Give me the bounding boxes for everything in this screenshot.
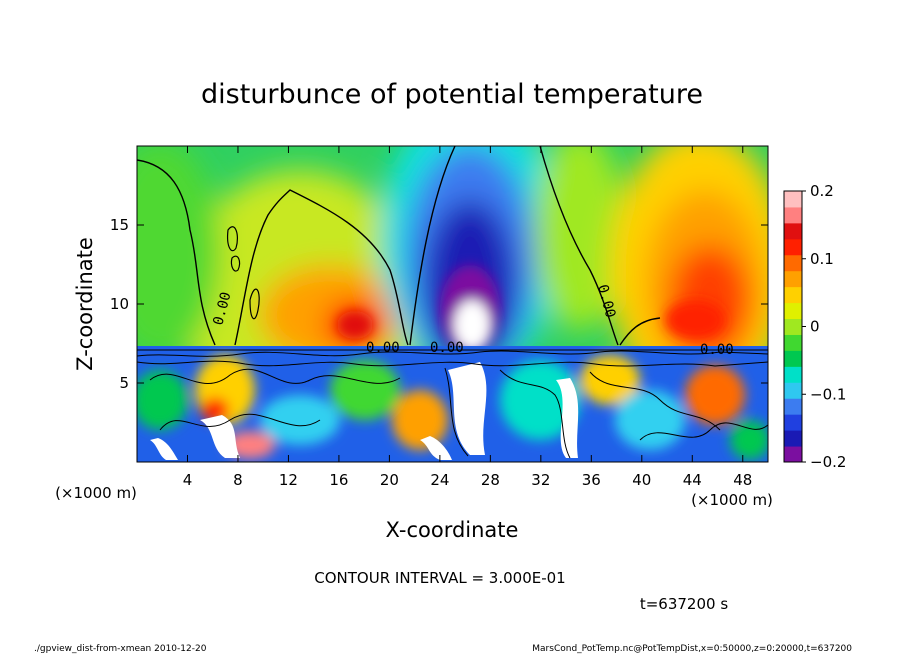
colorbar-tick-label: 0.2 <box>810 182 834 200</box>
core-anomalies <box>337 265 725 355</box>
colorbar-swatch <box>784 206 802 224</box>
contour-line <box>539 146 619 346</box>
x-units-left: (×1000 m) <box>55 484 137 502</box>
contour-label: 0.00 <box>430 340 464 356</box>
colorbar-swatch <box>784 286 802 304</box>
contour-line <box>619 317 661 346</box>
y-tick-label: 15 <box>110 216 129 234</box>
x-tick-label: 8 <box>233 471 243 489</box>
colorbar-tick-label: −0.2 <box>810 453 846 471</box>
x-tick-label: 48 <box>733 471 752 489</box>
x-axis-label: X-coordinate <box>386 518 519 542</box>
colorbar-swatch <box>784 222 802 240</box>
colorbar-swatch <box>784 414 802 431</box>
colorbar-swatch <box>784 398 802 415</box>
contour-label: 0.00 <box>366 340 400 356</box>
x-tick-label: 20 <box>380 471 399 489</box>
colorbar-swatch <box>784 430 802 447</box>
colorbar-swatch <box>784 191 802 208</box>
contour-label: 0.00 <box>700 342 734 358</box>
colorbar-swatch <box>784 334 802 351</box>
colorbar-swatch <box>784 350 802 367</box>
y-axis-label: Z-coordinate <box>73 237 97 371</box>
colorbar: 0.2 0.1 0 −0.1 −0.2 <box>783 182 846 471</box>
y-axis: 5 10 15 <box>110 216 768 392</box>
colorbar-swatch <box>784 270 802 288</box>
contour-line <box>137 159 216 346</box>
colorbar-tick-label: 0 <box>810 318 820 336</box>
colorbar-swatch <box>784 254 802 272</box>
mixed-layer-contours <box>137 226 768 459</box>
zero-contours <box>137 146 661 346</box>
x-tick-label: 4 <box>183 471 193 489</box>
x-tick-label: 16 <box>329 471 348 489</box>
y-tick-label: 10 <box>110 295 129 313</box>
x-tick-label: 12 <box>279 471 298 489</box>
colorbar-tick-label: 0.1 <box>810 250 834 268</box>
chart-title: disturbunce of potential temperature <box>201 79 703 110</box>
colorbar-tick-label: −0.1 <box>810 385 846 403</box>
contour-interval: CONTOUR INTERVAL = 3.000E-01 <box>314 569 565 587</box>
colorbar-swatch <box>784 382 802 399</box>
x-units-right: (×1000 m) <box>691 491 773 509</box>
footer-left: ./gpview_dist-from-xmean 2010-12-20 <box>34 644 207 654</box>
plot-area: 0.00 0.00 0.00 0.00 0.00 <box>137 146 768 462</box>
x-tick-label: 44 <box>683 471 702 489</box>
x-tick-label: 36 <box>582 471 601 489</box>
x-tick-label: 24 <box>430 471 449 489</box>
colorbar-swatch <box>784 302 802 320</box>
contour-line <box>234 189 409 346</box>
time-stamp: t=637200 s <box>640 595 728 613</box>
contour-line <box>409 146 456 346</box>
colorbar-swatch <box>784 318 802 335</box>
colorbar-swatch <box>784 238 802 256</box>
footer-right: MarsCond_PotTemp.nc@PotTempDist,x=0:5000… <box>532 644 852 654</box>
lower-turbulent-layer <box>137 346 768 462</box>
white-plume <box>448 362 487 455</box>
x-tick-label: 40 <box>632 471 651 489</box>
x-axis: 4 8 12 16 20 24 28 32 36 40 44 48 <box>183 146 752 489</box>
colorbar-swatch <box>784 366 802 383</box>
colorbar-swatch <box>784 446 802 463</box>
y-tick-label: 5 <box>119 374 129 392</box>
x-tick-label: 28 <box>481 471 500 489</box>
x-tick-label: 32 <box>531 471 550 489</box>
